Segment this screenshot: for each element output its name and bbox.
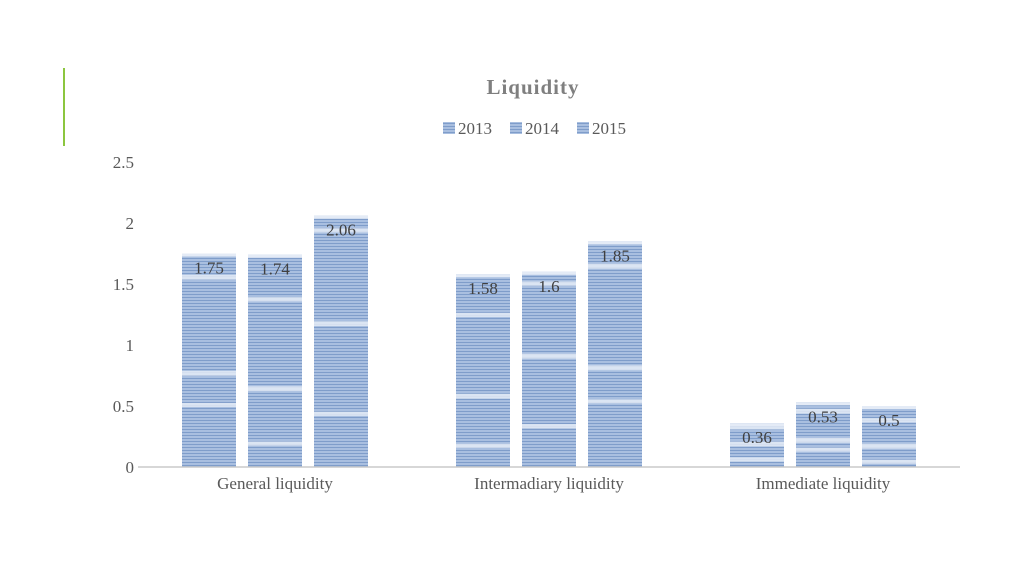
legend-swatch-2015	[577, 122, 589, 134]
bar-top-highlight	[522, 271, 576, 275]
bar-band	[862, 418, 916, 423]
bar-band	[522, 281, 576, 286]
bar-band	[796, 437, 850, 443]
bar-top-highlight	[796, 402, 850, 406]
bar-2015-1	[588, 241, 642, 467]
bar-2013-1	[456, 274, 510, 467]
data-label: 0.5	[878, 411, 899, 430]
bar-band	[314, 228, 368, 233]
data-label: 0.36	[742, 428, 772, 447]
bars	[182, 215, 916, 467]
data-label: 1.85	[600, 246, 630, 265]
bar-band	[314, 411, 368, 416]
data-labels: 1.75 1.74 2.06 1.58 1.6 1.85 0.36 0.53 0.5	[194, 221, 900, 447]
y-tick-label: 2.5	[113, 153, 134, 172]
bar-top-highlight	[314, 215, 368, 219]
legend: 2013 2014 2015	[443, 119, 626, 138]
legend-label-2013: 2013	[458, 119, 492, 138]
bar-top-highlight	[588, 241, 642, 245]
x-category-label: General liquidity	[217, 474, 333, 493]
bar-2015-2	[862, 406, 916, 467]
bar-band	[248, 297, 302, 302]
y-tick-label: 0	[126, 458, 135, 477]
data-label: 0.53	[808, 407, 838, 426]
data-label: 1.58	[468, 279, 498, 298]
bar-band	[182, 370, 236, 376]
bar-band	[862, 443, 916, 449]
bar-band	[314, 321, 368, 327]
bar-band	[182, 402, 236, 407]
bar-band	[248, 386, 302, 392]
data-label: 1.75	[194, 259, 224, 278]
bar-band	[588, 263, 642, 269]
bar-band	[730, 457, 784, 462]
x-category-label: Intermadiary liquidity	[474, 474, 624, 493]
bar-2013-0	[182, 253, 236, 467]
bar-top-highlight	[730, 423, 784, 427]
bar-2014-0	[248, 254, 302, 467]
bar-band	[862, 459, 916, 464]
data-label: 2.06	[326, 221, 356, 240]
accent-line	[63, 68, 65, 146]
bar-band	[730, 441, 784, 447]
bar-band	[730, 425, 784, 430]
y-tick-label: 2	[126, 214, 135, 233]
bar-band	[456, 443, 510, 448]
legend-label-2015: 2015	[592, 119, 626, 138]
bar-band	[588, 365, 642, 371]
y-axis: 0 0.5 1 1.5 2 2.5	[113, 153, 134, 477]
y-tick-label: 1.5	[113, 275, 134, 294]
bar-band	[522, 353, 576, 359]
data-label: 1.74	[260, 260, 290, 279]
legend-label-2014: 2014	[525, 119, 560, 138]
y-tick-label: 0.5	[113, 397, 134, 416]
legend-swatch-2013	[443, 122, 455, 134]
x-category-label: Immediate liquidity	[756, 474, 891, 493]
bar-band	[456, 393, 510, 399]
bar-top-highlight	[862, 406, 916, 409]
x-axis: General liquidity Intermadiary liquidity I…	[217, 474, 891, 493]
bar-2014-1	[522, 271, 576, 467]
bar-top-highlight	[456, 274, 510, 278]
chart-title: Liquidity	[486, 75, 579, 99]
bar-band	[182, 274, 236, 280]
bar-band	[248, 441, 302, 446]
bar-top-highlight	[248, 254, 302, 258]
bar-band	[588, 399, 642, 404]
bar-2015-0	[314, 215, 368, 467]
bar-band	[522, 424, 576, 429]
data-label: 1.6	[538, 277, 559, 296]
bar-top-highlight	[182, 253, 236, 257]
bar-band	[456, 312, 510, 317]
legend-swatch-2014	[510, 122, 522, 134]
bar-band	[796, 447, 850, 452]
y-tick-label: 1	[126, 336, 135, 355]
bar-band	[796, 408, 850, 414]
